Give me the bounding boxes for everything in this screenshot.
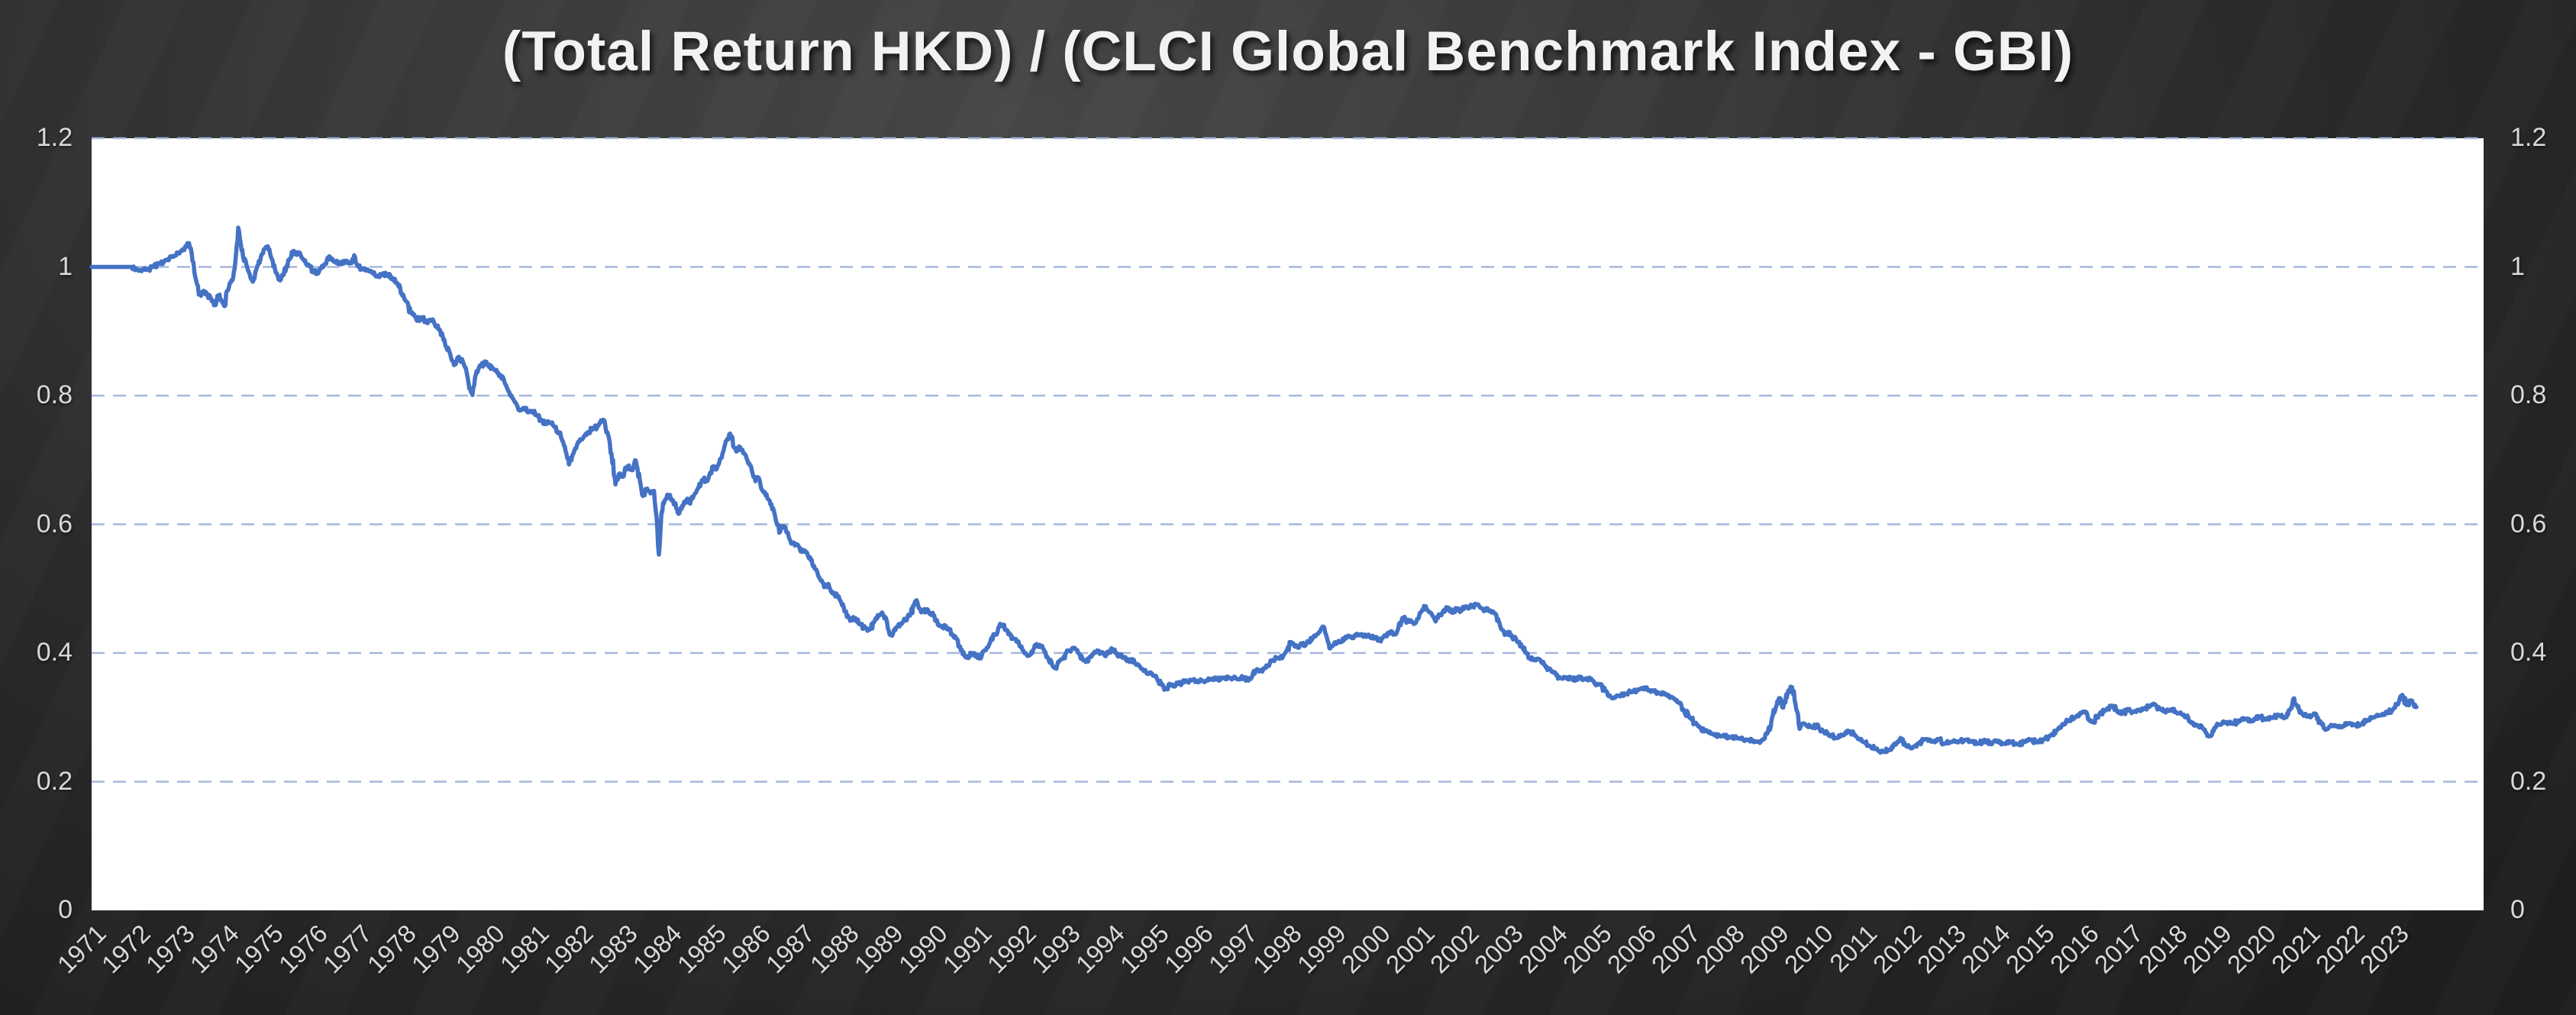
y-tick-label-right: 1.2	[2510, 123, 2547, 152]
series-line	[89, 225, 2419, 755]
gridlines-group	[92, 137, 2484, 783]
y-tick-label-right: 0.8	[2510, 380, 2547, 409]
y-tick-label-left: 1	[58, 251, 73, 281]
y-tick-label-left: 0.2	[36, 766, 73, 796]
chart-title: (Total Return HKD) / (CLCI Global Benchm…	[502, 21, 2074, 82]
y-tick-label-right: 0.6	[2510, 509, 2547, 538]
y-tick-label-left: 0.8	[36, 380, 73, 409]
y-tick-label-right: 0.2	[2510, 766, 2547, 796]
y-tick-label-right: 0	[2510, 895, 2525, 924]
y-tick-label-right: 1	[2510, 251, 2525, 281]
y-tick-label-left: 0.6	[36, 509, 73, 538]
y-tick-label-left: 1.2	[36, 123, 73, 152]
y-tick-label-right: 0.4	[2510, 638, 2547, 667]
y-tick-label-left: 0.4	[36, 638, 73, 667]
y-tick-label-left: 0	[58, 895, 73, 924]
